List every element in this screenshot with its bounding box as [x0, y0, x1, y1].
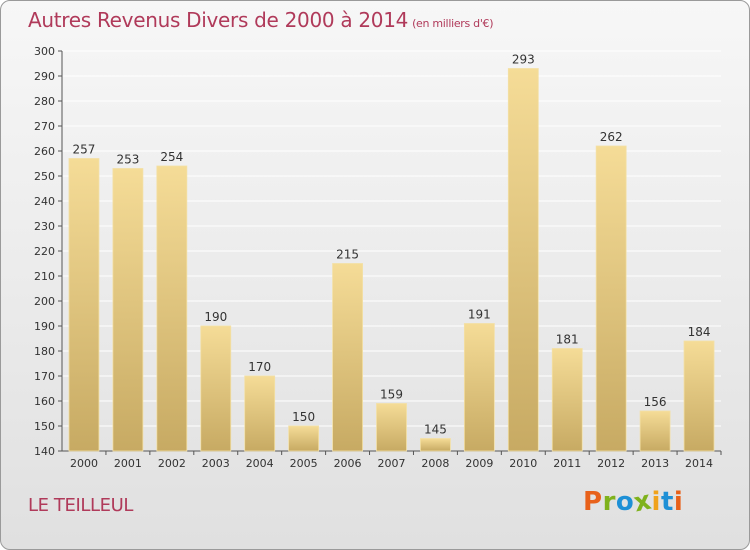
- x-tick-label: 2003: [202, 457, 230, 470]
- y-tick-label: 280: [34, 95, 55, 108]
- x-tick-label: 2006: [334, 457, 362, 470]
- logo-letter: P: [583, 487, 603, 517]
- x-tick-label: 2012: [597, 457, 625, 470]
- bar: [376, 403, 407, 452]
- logo-letter: t: [660, 487, 674, 517]
- bar: [156, 165, 188, 452]
- bar: [551, 348, 583, 452]
- y-tick-label: 220: [34, 245, 55, 258]
- data-label: 184: [688, 325, 711, 339]
- chart-subtitle: (en milliers d'€): [412, 17, 494, 30]
- bars: [68, 68, 715, 452]
- bar: [639, 410, 671, 452]
- chart-title: Autres Revenus Divers de 2000 à 2014 (en …: [28, 8, 494, 32]
- bar: [507, 68, 539, 452]
- logo-letter: i: [673, 487, 684, 517]
- y-tick-label: 290: [34, 70, 55, 83]
- data-label: 150: [292, 410, 315, 424]
- data-label: 190: [204, 310, 227, 324]
- x-tick-label: 2013: [641, 457, 669, 470]
- chart-title-text: Autres Revenus Divers de 2000 à 2014: [28, 8, 409, 32]
- data-label: 181: [556, 333, 579, 347]
- x-tick-label: 2004: [246, 457, 274, 470]
- logo-letter: r: [602, 487, 616, 517]
- data-label: 159: [380, 388, 403, 402]
- bar: [68, 158, 100, 452]
- bar: [244, 375, 276, 452]
- city-name: LE TEILLEUL: [28, 495, 134, 516]
- bar: [288, 425, 320, 452]
- bar: [683, 340, 715, 452]
- x-tick-label: 2000: [70, 457, 98, 470]
- data-label: 257: [73, 143, 96, 157]
- y-tick-label: 190: [34, 320, 55, 333]
- x-tick-label: 2001: [114, 457, 142, 470]
- y-tick-label: 270: [34, 120, 55, 133]
- bar: [420, 438, 451, 452]
- x-tick-label: 2009: [465, 457, 493, 470]
- x-tick-labels: 2000 2001 2002 2003 2004 2005 2006 2007 2008 2009…: [70, 457, 713, 470]
- data-label: 156: [644, 395, 667, 409]
- bar: [112, 168, 144, 452]
- x-tick-label: 2005: [290, 457, 318, 470]
- data-label: 170: [248, 360, 271, 374]
- data-label: 262: [600, 130, 623, 144]
- bar: [595, 145, 627, 452]
- y-tick-label: 230: [34, 220, 55, 233]
- data-label: 191: [468, 308, 491, 322]
- logo-letter: o: [615, 487, 635, 517]
- bar: [200, 325, 232, 452]
- proxiti-logo: Proxiti: [583, 486, 684, 519]
- y-tick-labels: 140 150 160 170 180 190 200 210 220 230 240 250 260 2…: [34, 45, 55, 458]
- logo-letter: i: [651, 487, 661, 517]
- y-tick-label: 170: [34, 370, 55, 383]
- bar: [332, 263, 363, 452]
- data-label: 254: [160, 150, 183, 164]
- y-tick-label: 150: [34, 420, 55, 433]
- data-label: 293: [512, 53, 535, 67]
- x-tick-label: 2008: [421, 457, 449, 470]
- data-label: 253: [116, 153, 139, 167]
- y-tick-label: 200: [34, 295, 55, 308]
- x-tick-label: 2010: [509, 457, 537, 470]
- y-tick-label: 300: [34, 45, 55, 58]
- y-tick-label: 140: [34, 445, 55, 458]
- x-tick-label: 2011: [553, 457, 581, 470]
- y-tick-label: 250: [34, 170, 55, 183]
- y-tick-label: 180: [34, 345, 55, 358]
- y-tick-label: 210: [34, 270, 55, 283]
- bar: [463, 323, 495, 452]
- y-tick-label: 160: [34, 395, 55, 408]
- y-tick-label: 260: [34, 145, 55, 158]
- data-label: 215: [336, 248, 359, 262]
- data-labels: 257 253 254 190 170 150 215 159 145 191 293 181 262 1…: [73, 53, 711, 437]
- x-tick-label: 2002: [158, 457, 186, 470]
- x-tick-label: 2007: [378, 457, 406, 470]
- x-tick-label: 2014: [685, 457, 713, 470]
- y-tick-label: 240: [34, 195, 55, 208]
- data-label: 145: [424, 423, 447, 437]
